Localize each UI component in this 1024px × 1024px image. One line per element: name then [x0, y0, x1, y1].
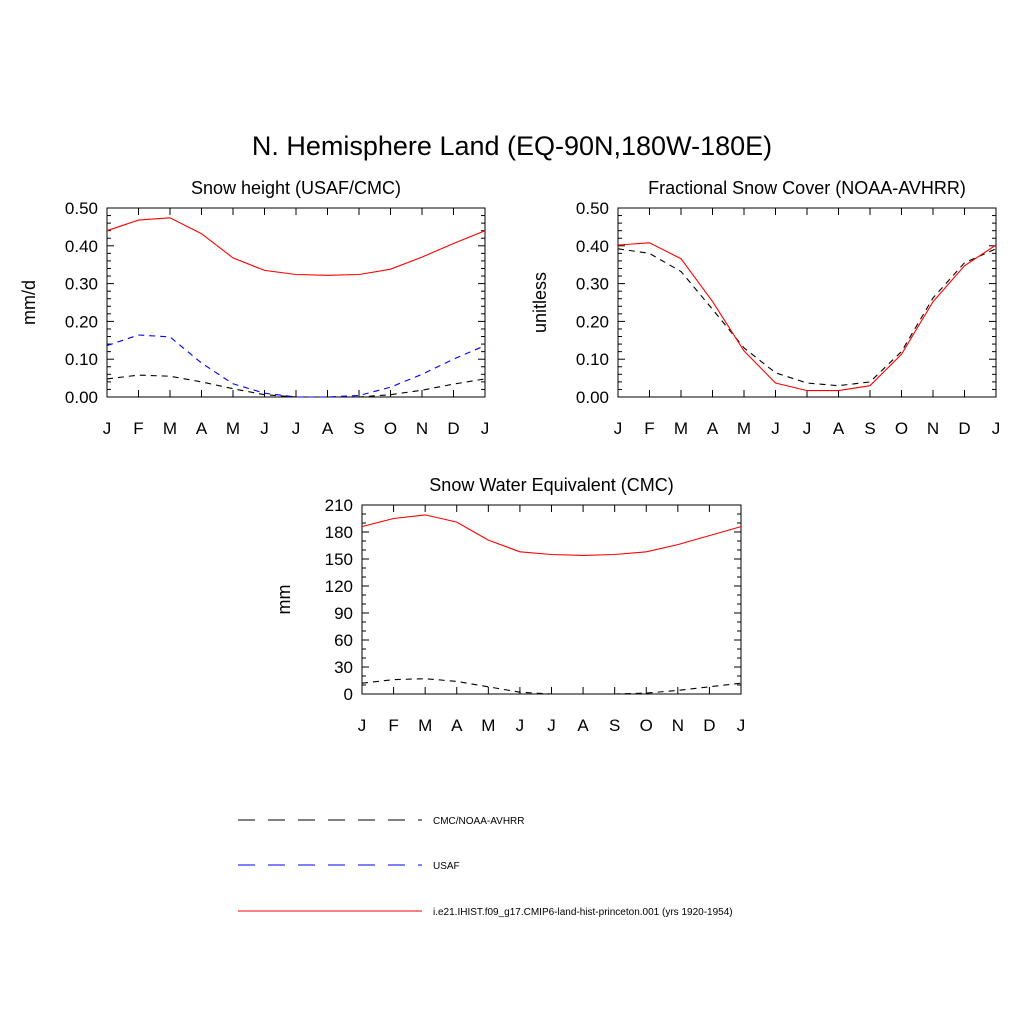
chart-panel-1: 0.000.100.200.300.400.50J F M A M J J A S O N D JSno… — [19, 178, 489, 438]
x-tick-label: J — [771, 419, 780, 438]
legend-item: i.e21.IHIST.f09_g17.CMIP6-land-hist-prin… — [238, 907, 733, 918]
x-tick-label: A — [577, 716, 589, 735]
series-line-usaf — [106, 334, 486, 398]
series-line-model — [106, 217, 486, 276]
x-tick-label: J — [358, 716, 367, 735]
x-tick-label: J — [992, 419, 1001, 438]
x-tick-label: A — [707, 419, 719, 438]
x-tick-label: S — [609, 716, 620, 735]
x-tick-label: F — [644, 419, 654, 438]
series-line-cmc-noaa-avhrr — [106, 374, 486, 398]
plot-frame — [361, 504, 742, 695]
x-tick-label: J — [481, 419, 490, 438]
x-tick-label: A — [322, 419, 334, 438]
plot-frame — [106, 207, 486, 398]
x-tick-label: D — [447, 419, 459, 438]
x-tick-label: M — [418, 716, 432, 735]
y-tick-label: 0.50 — [576, 199, 609, 218]
x-tick-label: D — [703, 716, 715, 735]
page-title: N. Hemisphere Land (EQ-90N,180W-180E) — [251, 131, 773, 161]
legend-item: CMC/NOAA-AVHRR — [238, 816, 524, 827]
x-tick-label: M — [674, 419, 688, 438]
series-line-cmc-noaa-avhrr — [617, 248, 997, 387]
chart-title: Fractional Snow Cover (NOAA-AVHRR) — [648, 178, 966, 198]
y-tick-label: 210 — [325, 496, 353, 515]
x-tick-label: M — [481, 716, 495, 735]
y-tick-label: 0.30 — [65, 275, 98, 294]
series-line-model — [617, 242, 997, 392]
x-tick-label: J — [516, 716, 525, 735]
x-tick-label: J — [614, 419, 623, 438]
y-tick-label: 30 — [334, 658, 353, 677]
x-tick-label: J — [103, 419, 112, 438]
x-tick-label: M — [163, 419, 177, 438]
legend-label: i.e21.IHIST.f09_g17.CMIP6-land-hist-prin… — [433, 907, 733, 918]
y-tick-label: 0.40 — [65, 237, 98, 256]
x-tick-label: N — [672, 716, 684, 735]
y-tick-label: 0.10 — [576, 350, 609, 369]
chart-title: Snow Water Equivalent (CMC) — [429, 475, 673, 495]
x-tick-label: S — [864, 419, 875, 438]
series-line-model — [361, 514, 742, 556]
y-tick-label: 0.10 — [65, 350, 98, 369]
y-axis-label: unitless — [530, 272, 550, 333]
x-tick-label: M — [737, 419, 751, 438]
y-tick-label: 0 — [344, 685, 353, 704]
y-axis-label: mm — [274, 585, 294, 615]
y-tick-label: 0.20 — [576, 312, 609, 331]
y-tick-label: 60 — [334, 631, 353, 650]
legend-label: USAF — [433, 861, 460, 872]
y-tick-label: 120 — [325, 577, 353, 596]
x-tick-label: J — [260, 419, 269, 438]
x-tick-label: N — [927, 419, 939, 438]
x-tick-label: J — [803, 419, 812, 438]
y-tick-label: 0.50 — [65, 199, 98, 218]
x-tick-label: O — [895, 419, 908, 438]
chart-title: Snow height (USAF/CMC) — [191, 178, 401, 198]
legend-item: USAF — [238, 861, 460, 872]
x-tick-label: N — [416, 419, 428, 438]
x-tick-label: J — [737, 716, 746, 735]
y-tick-label: 0.00 — [576, 388, 609, 407]
x-tick-label: F — [133, 419, 143, 438]
x-tick-label: O — [384, 419, 397, 438]
y-tick-label: 0.40 — [576, 237, 609, 256]
x-tick-label: D — [958, 419, 970, 438]
x-tick-label: A — [833, 419, 845, 438]
x-tick-label: A — [196, 419, 208, 438]
x-tick-label: J — [292, 419, 301, 438]
y-tick-label: 150 — [325, 550, 353, 569]
x-tick-label: F — [388, 716, 398, 735]
y-tick-label: 0.20 — [65, 312, 98, 331]
legend-label: CMC/NOAA-AVHRR — [433, 816, 524, 827]
chart-panel-2: 0.000.100.200.300.400.50J F M A M J J A S O N D JFra… — [530, 178, 1000, 438]
x-tick-label: O — [640, 716, 653, 735]
y-tick-label: 0.00 — [65, 388, 98, 407]
plot-frame — [617, 207, 997, 398]
x-tick-label: S — [353, 419, 364, 438]
series-line-cmc-noaa-avhrr — [361, 678, 742, 695]
y-tick-label: 180 — [325, 523, 353, 542]
x-tick-label: M — [226, 419, 240, 438]
y-tick-label: 0.30 — [576, 275, 609, 294]
x-tick-label: J — [547, 716, 556, 735]
y-axis-label: mm/d — [19, 280, 39, 325]
x-tick-label: A — [451, 716, 463, 735]
y-tick-label: 90 — [334, 604, 353, 623]
